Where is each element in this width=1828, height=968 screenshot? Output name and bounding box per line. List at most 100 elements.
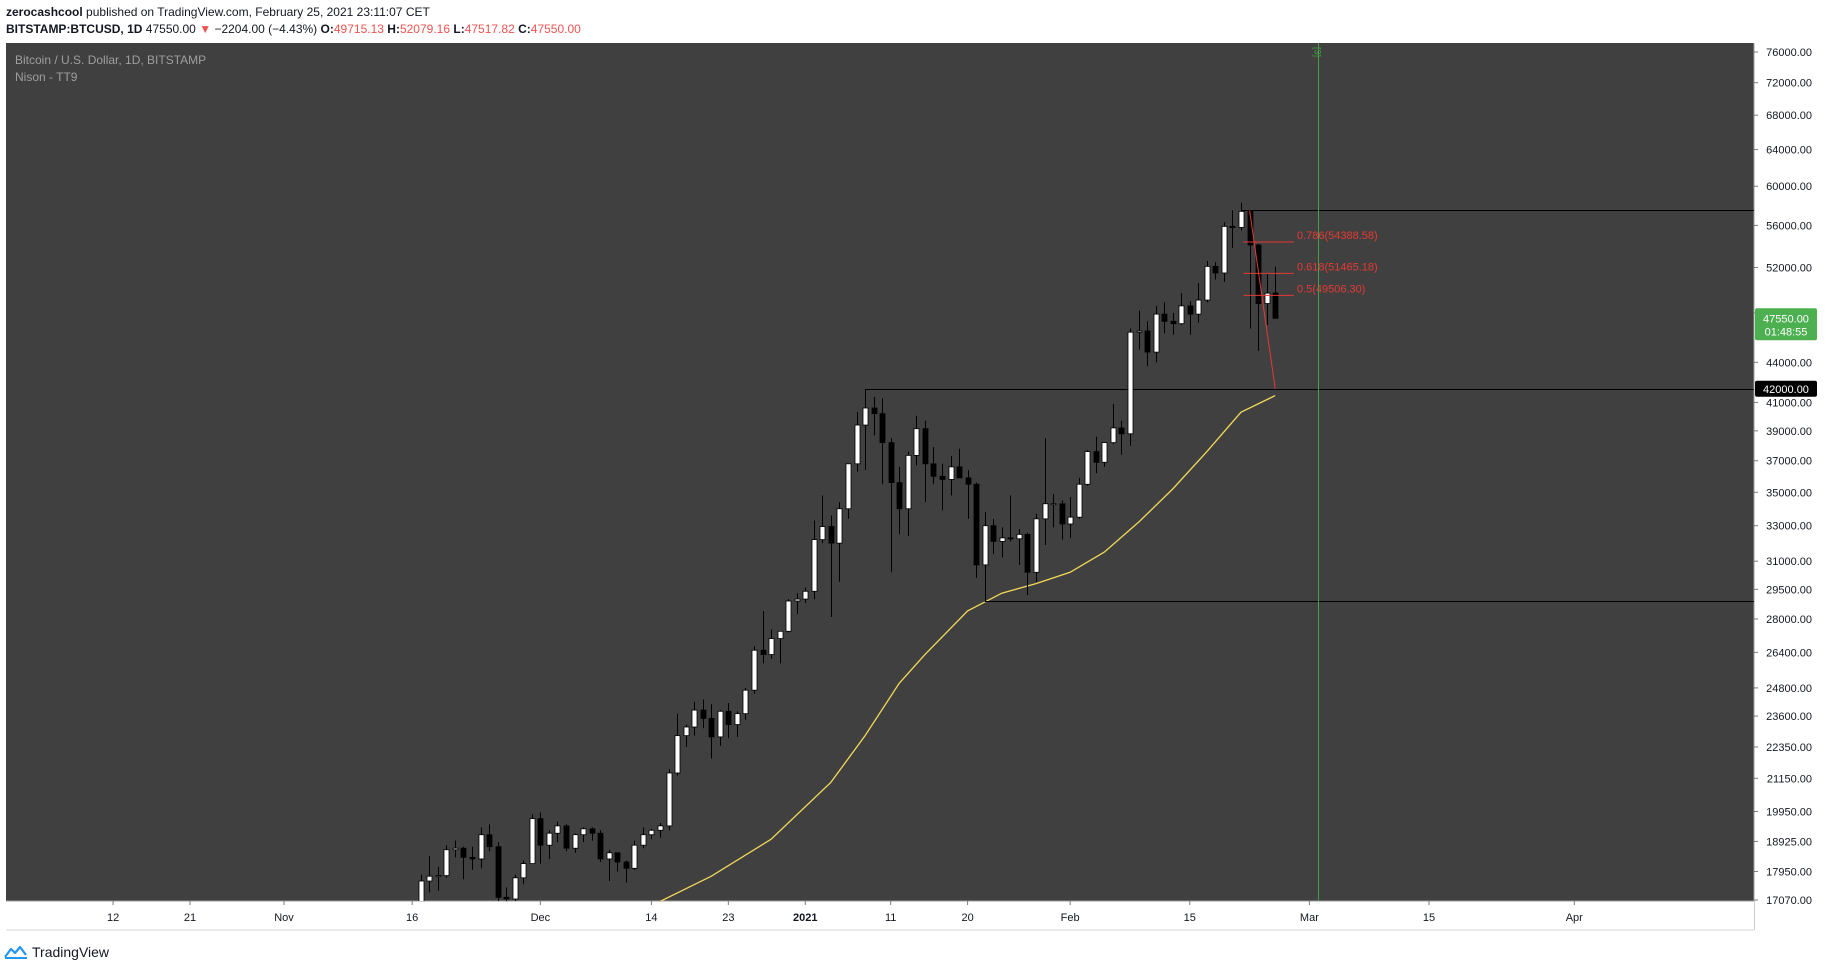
candle-up — [572, 834, 579, 849]
candle-up — [452, 847, 459, 851]
candle-up — [478, 834, 485, 860]
x-tick-label: 16 — [406, 912, 418, 924]
x-tick-label: 15 — [1423, 912, 1435, 924]
moving-average-layer — [659, 395, 1276, 901]
candle-up — [802, 590, 809, 600]
author-name[interactable]: zerocashcool — [6, 5, 83, 19]
chart-pane[interactable] — [6, 43, 1754, 901]
candle-up — [1033, 518, 1040, 573]
candle-down — [1024, 533, 1031, 573]
low-value: 47517.82 — [464, 22, 515, 36]
fib-level-label: 0.618(51465.18) — [1297, 261, 1378, 273]
candle-up — [648, 829, 655, 836]
y-tick-label: 19950.00 — [1766, 806, 1812, 818]
price-chart[interactable]: Bitcoin / U.S. Dollar, 1D, BITSTAMP Niso… — [0, 0, 1828, 935]
candle-up — [1127, 331, 1134, 435]
candle-down — [879, 413, 886, 444]
candle-down — [828, 526, 835, 544]
candle-down — [1059, 503, 1066, 525]
y-tick-label: 26400.00 — [1766, 647, 1812, 659]
candle-down — [896, 482, 903, 510]
candle-up — [999, 537, 1006, 542]
last-price: 47550.00 — [145, 22, 196, 36]
candle-down — [469, 856, 476, 860]
x-tick-label: 21 — [184, 912, 196, 924]
y-tick-label: 56000.00 — [1766, 220, 1812, 232]
candle-up — [1076, 483, 1083, 518]
fib-level-label: 0.786(54388.58) — [1297, 230, 1378, 242]
candle-down — [1247, 210, 1254, 246]
candle-up — [1050, 503, 1057, 506]
candle-down — [871, 407, 878, 415]
candle-up — [836, 508, 843, 544]
candle-down — [922, 428, 929, 465]
x-tick-label: 11 — [885, 912, 896, 924]
candle-down — [1212, 265, 1219, 274]
candle-up — [734, 713, 741, 725]
y-tick-label: 24800.00 — [1766, 683, 1812, 695]
candle-down — [930, 463, 937, 477]
candle-down — [700, 709, 707, 719]
low-label: L: — [453, 22, 465, 36]
candle-up — [546, 832, 553, 846]
time-axis[interactable] — [6, 901, 1754, 931]
candle-up — [529, 818, 536, 865]
candle-up — [435, 875, 442, 877]
last-price-badge — [1755, 308, 1817, 341]
candle-up — [845, 463, 852, 510]
y-tick-label: 28000.00 — [1766, 614, 1812, 626]
y-tick-label: 22350.00 — [1766, 742, 1812, 754]
x-tick-labels: 12 21 Nov 16 Dec 14 23 2021 11 20 Feb 15 Mar 15 Apr — [107, 901, 1583, 924]
candles-layer — [418, 202, 1279, 901]
price-axis[interactable] — [1754, 43, 1824, 901]
horizontal-levels-layer — [865, 210, 1754, 602]
y-tick-labels: 76000.00 72000.00 68000.00 64000.00 60000.00… — [1754, 47, 1812, 907]
candle-up — [819, 526, 826, 541]
price-change: −2204.00 (−4.43%) — [214, 22, 318, 36]
candle-down — [614, 852, 621, 863]
candle-up — [674, 735, 681, 774]
x-tick-label: Apr — [1566, 912, 1583, 924]
candle-down — [1161, 313, 1168, 322]
y-tick-label: 23600.00 — [1766, 711, 1812, 723]
candle-up — [768, 638, 775, 655]
tradingview-brand[interactable]: TradingView — [32, 944, 110, 960]
candle-down — [589, 828, 596, 834]
candle-up — [854, 424, 861, 465]
candle-up — [751, 649, 758, 691]
candle-down — [1229, 226, 1236, 228]
level-badge — [1755, 380, 1817, 397]
candle-up — [657, 825, 664, 831]
y-tick-label: 31000.00 — [1766, 556, 1812, 568]
candle-down — [563, 825, 570, 849]
y-tick-label: 68000.00 — [1766, 110, 1812, 122]
candle-down — [990, 525, 997, 542]
candle-down — [888, 442, 895, 484]
candle-up — [683, 726, 690, 737]
candle-down — [760, 649, 767, 655]
x-tick-label: Dec — [531, 912, 551, 924]
candle-up — [1136, 330, 1143, 333]
candle-up — [606, 852, 613, 860]
x-tick-label: 2021 — [793, 912, 817, 924]
candle-up — [1042, 503, 1049, 520]
x-tick-label: 23 — [722, 912, 734, 924]
fib-layer: 0.786(54388.58) 0.618(51465.18) 0.5(49506.… — [1243, 210, 1378, 389]
candle-down — [495, 846, 502, 898]
open-value: 49715.13 — [333, 22, 384, 36]
open-label: O: — [320, 22, 334, 36]
candle-down — [1144, 330, 1151, 353]
vertical-marker-layer: [3] — [1313, 43, 1323, 901]
y-tick-label: 76000.00 — [1766, 47, 1812, 59]
candle-down — [708, 718, 715, 738]
y-tick-label: 21150.00 — [1767, 773, 1812, 785]
candle-up — [1101, 442, 1108, 463]
y-tick-label: 41000.00 — [1766, 397, 1812, 409]
candle-up — [1204, 265, 1211, 301]
y-tick-label: 18925.00 — [1766, 836, 1812, 848]
published-text: published on TradingView.com, February 2… — [86, 5, 430, 19]
close-value: 47550.00 — [530, 22, 581, 36]
candle-up — [1016, 533, 1023, 540]
candle-up — [794, 598, 801, 602]
x-tick-label: Mar — [1300, 912, 1319, 924]
